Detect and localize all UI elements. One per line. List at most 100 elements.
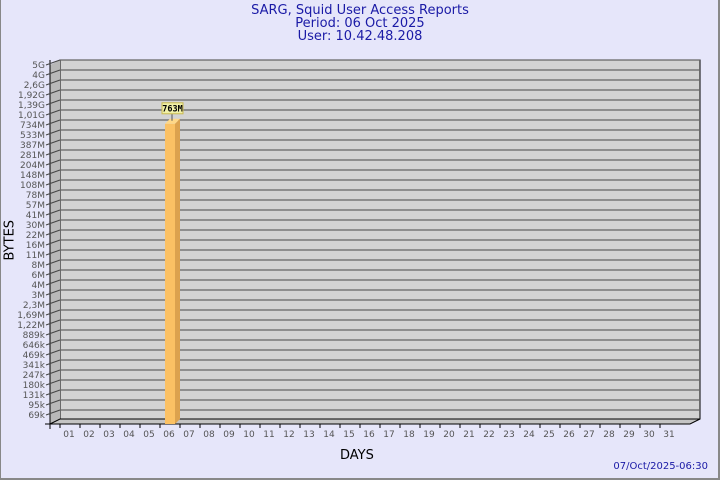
y-tick-mark (45, 59, 61, 66)
y-tick-mark (45, 79, 61, 86)
y-tick-mark (45, 229, 61, 236)
x-tick-label: 02 (83, 430, 94, 440)
x-tick-label: 04 (123, 430, 135, 440)
y-tick-label: 2,3M (23, 301, 45, 311)
y-tick-mark (45, 319, 61, 326)
y-tick-mark (45, 339, 61, 346)
chart-user: User: 10.42.48.208 (297, 29, 423, 44)
bar-day-06 (165, 123, 175, 425)
x-tick-label: 30 (643, 430, 655, 440)
y-tick-mark (45, 109, 61, 116)
x-tick-label: 08 (203, 430, 215, 440)
y-tick-label: 8M (32, 261, 46, 271)
y-tick-label: 1,01G (18, 111, 45, 121)
y-tick-mark (45, 179, 61, 186)
x-tick-label: 16 (363, 430, 375, 440)
y-tick-label: 148M (20, 171, 45, 181)
y-tick-mark (45, 189, 61, 196)
y-tick-mark (45, 149, 61, 156)
y-tick-label: 41M (26, 211, 45, 221)
x-tick-label: 18 (403, 430, 415, 440)
floor (49, 418, 701, 425)
x-tick-label: 05 (143, 430, 154, 440)
y-tick-mark (45, 119, 61, 126)
x-tick-label: 11 (263, 430, 274, 440)
data-label-box (161, 102, 184, 115)
y-tick-mark (45, 219, 61, 226)
x-tick-label: 29 (623, 430, 635, 440)
y-tick-mark (45, 269, 61, 276)
x-tick-label: 15 (343, 430, 354, 440)
x-axis-label: DAYS (340, 448, 374, 463)
y-tick-mark (45, 259, 61, 266)
bar-side-day-06 (175, 118, 180, 425)
x-tick-label: 10 (243, 430, 255, 440)
x-tick-label: 25 (543, 430, 554, 440)
x-tick-label: 17 (383, 430, 394, 440)
y-tick-label: 1,22M (17, 321, 45, 331)
x-tick-label: 01 (63, 430, 74, 440)
chart-period: Period: 06 Oct 2025 (295, 16, 425, 31)
x-tick-label: 24 (523, 430, 535, 440)
y-tick-label: 180k (23, 381, 46, 391)
y-tick-label: 57M (26, 201, 45, 211)
x-tick-label: 23 (503, 430, 514, 440)
y-tick-label: 387M (20, 141, 45, 151)
y-tick-mark (45, 169, 61, 176)
y-tick-label: 469k (23, 351, 46, 361)
y-tick-mark (45, 309, 61, 316)
x-tick-label: 21 (463, 430, 474, 440)
y-tick-label: 131k (23, 391, 46, 401)
y-tick-label: 1,39G (18, 101, 45, 111)
y-tick-label: 11M (26, 251, 45, 261)
x-tick-label: 27 (583, 430, 594, 440)
y-tick-mark (45, 399, 61, 406)
x-tick-label: 03 (103, 430, 114, 440)
x-tick-label: 31 (663, 430, 674, 440)
y-tick-mark (45, 89, 61, 96)
y-tick-mark (45, 139, 61, 146)
y-tick-label: 1,92G (18, 91, 45, 101)
y-tick-mark (45, 159, 61, 166)
y-tick-label: 533M (20, 131, 45, 141)
y-tick-label: 108M (20, 181, 45, 191)
x-tick-label: 07 (183, 430, 194, 440)
y-tick-label: 78M (26, 191, 45, 201)
y-tick-label: 6M (32, 271, 46, 281)
y-tick-label: 889k (23, 331, 46, 341)
y-tick-label: 734M (20, 121, 45, 131)
x-tick-label: 20 (443, 430, 455, 440)
y-tick-mark (45, 129, 61, 136)
x-tick-label: 09 (223, 430, 235, 440)
y-tick-mark (45, 379, 61, 386)
y-tick-mark (45, 69, 61, 76)
y-tick-label: 4M (32, 281, 46, 291)
y-tick-label: 247k (23, 371, 46, 381)
y-tick-label: 69k (28, 411, 45, 421)
y-tick-mark (45, 349, 61, 356)
y-tick-mark (45, 409, 61, 416)
x-tick-label: 28 (603, 430, 615, 440)
y-tick-mark (45, 289, 61, 296)
y-tick-label: 204M (20, 161, 45, 171)
y-tick-label: 341k (23, 361, 46, 371)
y-tick-mark (45, 249, 61, 256)
y-tick-label: 30M (26, 221, 45, 231)
y-tick-label: 3M (32, 291, 46, 301)
chart-title: SARG, Squid User Access Reports (251, 3, 469, 18)
y-axis-label: BYTES (2, 219, 18, 261)
y-tick-mark (45, 199, 61, 206)
data-label: 763M (162, 104, 182, 114)
y-tick-label: 5G (32, 61, 45, 71)
generated-timestamp: 07/Oct/2025-06:30 (613, 461, 708, 472)
y-tick-mark (45, 369, 61, 376)
y-tick-mark (45, 329, 61, 336)
x-tick-label: 12 (283, 430, 294, 440)
y-tick-mark (45, 209, 61, 216)
y-tick-label: 281M (20, 151, 45, 161)
y-tick-mark (45, 299, 61, 306)
y-tick-label: 4G (32, 71, 45, 81)
x-tick-label: 06 (163, 430, 175, 440)
